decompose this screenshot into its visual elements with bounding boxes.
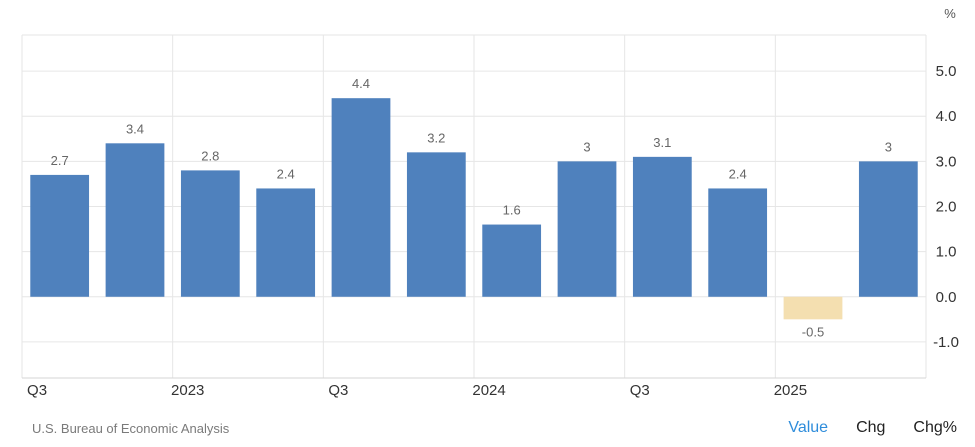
y-tick-label: 1.0 [936,244,957,261]
bar [557,161,617,297]
chart-svg: 5.0 4.0 3.0 2.0 1.0 0.0 -1.0% 2.7 3.4 2.8 2.4 4.4 3.… [21,6,959,399]
y-tick-label: 4.0 [936,108,957,125]
tab-chg-percent[interactable]: Chg% [913,419,957,436]
y-tick-label: 5.0 [936,63,957,80]
bar-value-label: 2.7 [51,153,69,168]
bar-value-label: 2.4 [729,166,747,181]
tab-chg[interactable]: Chg [856,419,886,436]
tab-value[interactable]: Value [788,419,829,436]
bar [30,174,90,297]
bar [708,188,768,297]
x-tick-label: 2024 [472,382,505,399]
unit-label: % [944,6,956,21]
x-tick-label: Q3 [630,382,650,399]
x-tick-label: 2023 [171,382,204,399]
bar-value-label: 4.4 [352,76,370,91]
bar [256,188,316,297]
bar [105,143,165,297]
bar [632,156,692,297]
bar-value-label: 3 [583,139,590,154]
y-tick-label: 3.0 [936,153,957,170]
bar [406,152,466,297]
y-tick-label: 2.0 [936,199,957,216]
bar-value-label: 3.1 [653,135,671,150]
x-tick-label: Q3 [328,382,348,399]
y-tick-label: 0.0 [936,289,957,306]
x-tick-label: Q3 [27,382,47,399]
bar-value-label: 3.2 [427,130,445,145]
gdp-growth-chart: 5.0 4.0 3.0 2.0 1.0 0.0 -1.0% 2.7 3.4 2.8 2.4 4.4 3.… [21,6,959,399]
bar-value-label: 3 [885,139,892,154]
bar-value-label: 3.4 [126,121,144,136]
bar-value-label: 2.8 [201,148,219,163]
bar [783,296,843,320]
bar [482,224,542,297]
bar-value-label: -0.5 [802,324,824,339]
bar [858,161,918,297]
source-label: U.S. Bureau of Economic Analysis [32,421,230,436]
bar [180,170,240,297]
bar [331,98,391,297]
x-tick-label: 2025 [774,382,807,399]
view-tabs: Value Chg Chg% [788,419,957,437]
y-tick-label: -1.0 [933,334,959,351]
bar-value-label: 2.4 [277,166,295,181]
bar-value-label: 1.6 [503,203,521,218]
